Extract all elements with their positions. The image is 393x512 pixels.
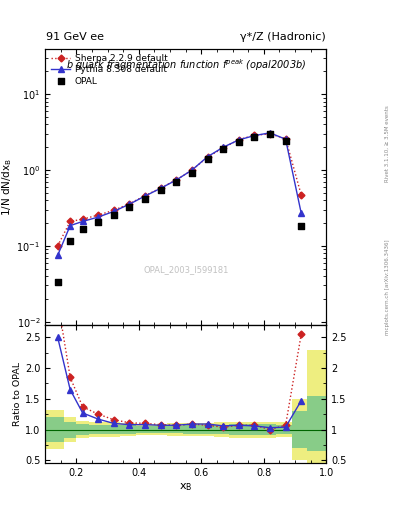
OPAL	[79, 225, 86, 233]
Pythia 8.308 default	[252, 133, 257, 139]
Pythia 8.308 default	[127, 201, 132, 207]
Sherpa 2.2.9 default	[174, 177, 179, 183]
Text: 91 GeV ee: 91 GeV ee	[46, 32, 105, 42]
Legend: Sherpa 2.2.9 default, Pythia 8.308 default, OPAL: Sherpa 2.2.9 default, Pythia 8.308 defau…	[49, 52, 169, 88]
Sherpa 2.2.9 default	[268, 131, 272, 137]
Line: Pythia 8.308 default: Pythia 8.308 default	[55, 130, 304, 258]
Pythia 8.308 default	[112, 208, 116, 215]
OPAL	[142, 195, 148, 203]
OPAL	[67, 237, 73, 245]
Pythia 8.308 default	[221, 144, 226, 151]
Sherpa 2.2.9 default	[283, 136, 288, 142]
Sherpa 2.2.9 default	[237, 137, 241, 143]
OPAL	[111, 211, 117, 219]
Pythia 8.308 default	[205, 154, 210, 160]
Sherpa 2.2.9 default	[112, 207, 116, 214]
Pythia 8.308 default	[68, 223, 73, 229]
Y-axis label: 1/N dN/dx$_B$: 1/N dN/dx$_B$	[0, 158, 14, 216]
OPAL	[173, 178, 180, 186]
Pythia 8.308 default	[237, 137, 241, 143]
Pythia 8.308 default	[158, 185, 163, 191]
OPAL	[95, 218, 101, 226]
X-axis label: x$_B$: x$_B$	[179, 481, 193, 493]
OPAL	[189, 169, 195, 177]
Sherpa 2.2.9 default	[143, 193, 147, 199]
Sherpa 2.2.9 default	[80, 216, 85, 222]
Text: Rivet 3.1.10, ≥ 3.5M events: Rivet 3.1.10, ≥ 3.5M events	[385, 105, 389, 182]
OPAL	[267, 130, 273, 138]
OPAL	[298, 222, 304, 230]
Sherpa 2.2.9 default	[55, 243, 60, 249]
Text: b quark fragmentation function f$^{peak}$ (opal2003b): b quark fragmentation function f$^{peak}…	[66, 57, 306, 73]
OPAL	[204, 155, 211, 163]
OPAL	[251, 133, 257, 141]
Sherpa 2.2.9 default	[299, 192, 303, 198]
Sherpa 2.2.9 default	[127, 201, 132, 207]
Pythia 8.308 default	[268, 130, 272, 136]
OPAL	[283, 137, 289, 145]
OPAL	[127, 203, 133, 211]
Pythia 8.308 default	[55, 252, 60, 259]
Y-axis label: Ratio to OPAL: Ratio to OPAL	[13, 362, 22, 426]
Pythia 8.308 default	[96, 214, 101, 220]
Sherpa 2.2.9 default	[205, 154, 210, 160]
Pythia 8.308 default	[143, 193, 147, 199]
OPAL	[158, 186, 164, 195]
Sherpa 2.2.9 default	[68, 218, 73, 224]
Text: γ*/Z (Hadronic): γ*/Z (Hadronic)	[241, 32, 326, 42]
Pythia 8.308 default	[299, 210, 303, 216]
Line: Sherpa 2.2.9 default: Sherpa 2.2.9 default	[55, 132, 304, 248]
Pythia 8.308 default	[189, 167, 194, 173]
OPAL	[55, 278, 61, 286]
Sherpa 2.2.9 default	[221, 145, 226, 151]
Sherpa 2.2.9 default	[158, 185, 163, 191]
Text: OPAL_2003_I599181: OPAL_2003_I599181	[143, 265, 228, 274]
OPAL	[236, 138, 242, 146]
Text: mcplots.cern.ch [arXiv:1306.3436]: mcplots.cern.ch [arXiv:1306.3436]	[385, 239, 389, 334]
Pythia 8.308 default	[174, 177, 179, 183]
Sherpa 2.2.9 default	[252, 132, 257, 138]
Pythia 8.308 default	[283, 136, 288, 142]
Sherpa 2.2.9 default	[189, 167, 194, 173]
Pythia 8.308 default	[80, 218, 85, 224]
Sherpa 2.2.9 default	[96, 212, 101, 218]
OPAL	[220, 145, 226, 154]
